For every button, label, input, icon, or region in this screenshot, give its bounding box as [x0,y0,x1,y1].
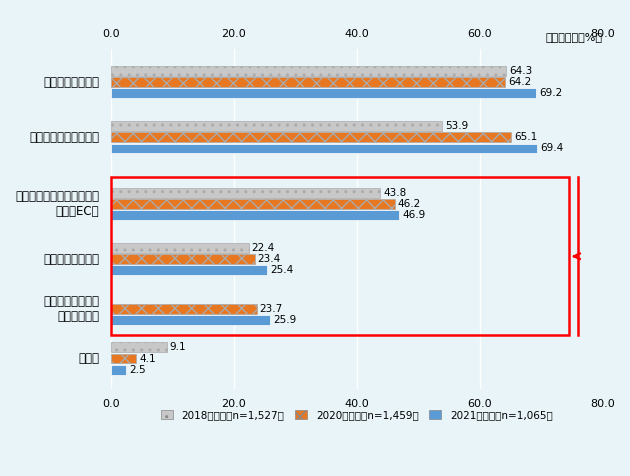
Bar [111,342,167,352]
Text: 4.1: 4.1 [139,354,156,364]
Bar [111,143,537,153]
Text: 25.9: 25.9 [273,315,296,325]
Bar [111,88,536,98]
Text: 64.3: 64.3 [509,66,532,76]
Text: （複数回答、%）: （複数回答、%） [546,32,603,42]
Text: 25.4: 25.4 [270,265,294,275]
Text: 65.1: 65.1 [514,132,537,142]
Text: 69.4: 69.4 [541,143,564,153]
Bar [111,177,569,335]
Legend: 2018年度　（n=1,527）, 2020年度　（n=1,459）, 2021年度　（n=1,065）: 2018年度 （n=1,527）, 2020年度 （n=1,459）, 2021… [157,406,557,425]
Bar [111,132,511,142]
Text: 22.4: 22.4 [251,243,275,253]
Bar [111,121,442,131]
Text: 43.8: 43.8 [383,188,406,198]
Text: 46.2: 46.2 [398,199,421,209]
Text: 9.1: 9.1 [170,342,186,352]
Bar [111,315,270,325]
Bar [111,199,395,209]
Bar [111,77,505,87]
Bar [111,254,255,264]
Text: 2.5: 2.5 [129,365,146,375]
Text: 64.2: 64.2 [508,77,532,87]
Bar [111,66,506,76]
Bar [111,188,380,198]
Text: 53.9: 53.9 [445,121,469,131]
Text: 46.9: 46.9 [402,210,425,220]
Text: 23.4: 23.4 [258,254,281,264]
Bar [111,365,126,375]
Bar [111,354,136,364]
Text: 69.2: 69.2 [539,88,563,98]
Bar [111,265,267,275]
Bar [111,304,256,314]
Text: 23.7: 23.7 [260,304,283,314]
Bar [111,210,399,220]
Bar [111,243,248,253]
